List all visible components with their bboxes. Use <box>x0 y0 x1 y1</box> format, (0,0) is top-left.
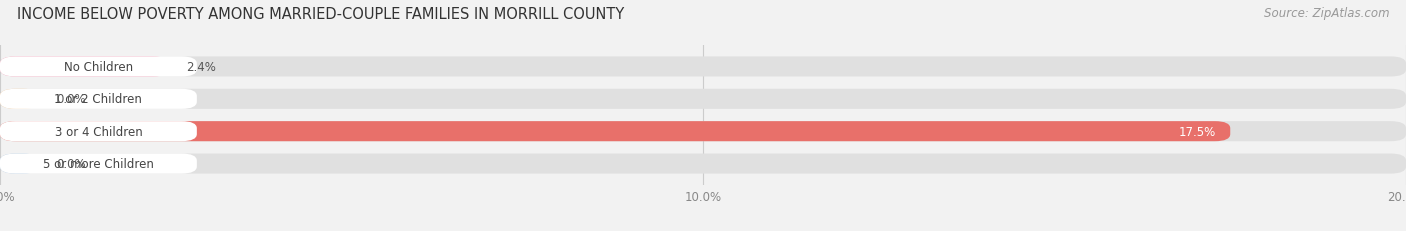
FancyBboxPatch shape <box>0 57 1406 77</box>
FancyBboxPatch shape <box>0 122 1230 142</box>
FancyBboxPatch shape <box>0 154 39 174</box>
FancyBboxPatch shape <box>0 57 169 77</box>
Text: Source: ZipAtlas.com: Source: ZipAtlas.com <box>1264 7 1389 20</box>
FancyBboxPatch shape <box>0 154 1406 174</box>
FancyBboxPatch shape <box>0 89 39 109</box>
FancyBboxPatch shape <box>0 89 197 109</box>
Text: 0.0%: 0.0% <box>56 93 86 106</box>
FancyBboxPatch shape <box>0 154 197 174</box>
FancyBboxPatch shape <box>0 122 197 142</box>
Text: INCOME BELOW POVERTY AMONG MARRIED-COUPLE FAMILIES IN MORRILL COUNTY: INCOME BELOW POVERTY AMONG MARRIED-COUPL… <box>17 7 624 22</box>
Text: 2.4%: 2.4% <box>186 61 217 74</box>
Text: 5 or more Children: 5 or more Children <box>44 157 153 170</box>
Text: 1 or 2 Children: 1 or 2 Children <box>55 93 142 106</box>
FancyBboxPatch shape <box>0 57 197 77</box>
Text: 0.0%: 0.0% <box>56 157 86 170</box>
FancyBboxPatch shape <box>0 122 1406 142</box>
Text: 17.5%: 17.5% <box>1180 125 1216 138</box>
Text: 3 or 4 Children: 3 or 4 Children <box>55 125 142 138</box>
Text: No Children: No Children <box>63 61 134 74</box>
FancyBboxPatch shape <box>0 89 1406 109</box>
